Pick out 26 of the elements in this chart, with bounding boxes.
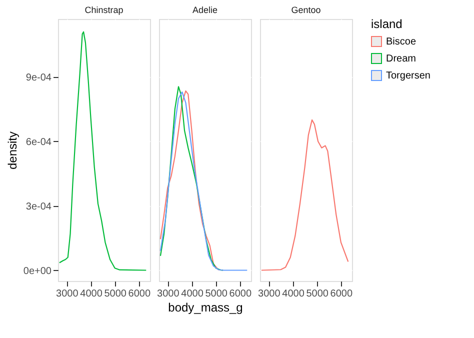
legend-label: Torgersen <box>386 70 430 82</box>
chart-title: Gentoo <box>291 5 321 15</box>
x-axis-title: body_mass_g <box>168 300 243 314</box>
y-tick-label: 9e-04 <box>26 72 52 84</box>
x-tick-label: 6000 <box>229 288 252 300</box>
y-tick-label: 6e-04 <box>26 136 52 148</box>
x-tick-label: 5000 <box>104 288 127 300</box>
x-tick-label: 6000 <box>330 288 353 300</box>
chart-title: Chinstrap <box>84 5 124 15</box>
y-tick-label: 3e-04 <box>26 201 52 212</box>
x-tick-label: 3000 <box>258 288 281 300</box>
x-tick-label: 4000 <box>80 288 103 300</box>
x-tick-label: 3000 <box>157 288 180 300</box>
x-tick-label: 5000 <box>306 288 329 300</box>
y-axis-title: density <box>5 131 20 170</box>
legend-label: Dream <box>386 54 416 64</box>
x-tick-label: 3000 <box>56 288 79 300</box>
x-tick-label: 5000 <box>205 288 228 300</box>
chart-title: Adelie <box>192 5 218 15</box>
legend-title: island <box>371 17 402 31</box>
x-tick-label: 6000 <box>128 288 151 300</box>
y-tick-label: 0e+00 <box>23 266 52 277</box>
legend-label: Biscoe <box>386 36 416 48</box>
x-tick-label: 4000 <box>181 288 204 300</box>
x-tick-label: 4000 <box>282 288 305 300</box>
line-series <box>58 31 147 271</box>
